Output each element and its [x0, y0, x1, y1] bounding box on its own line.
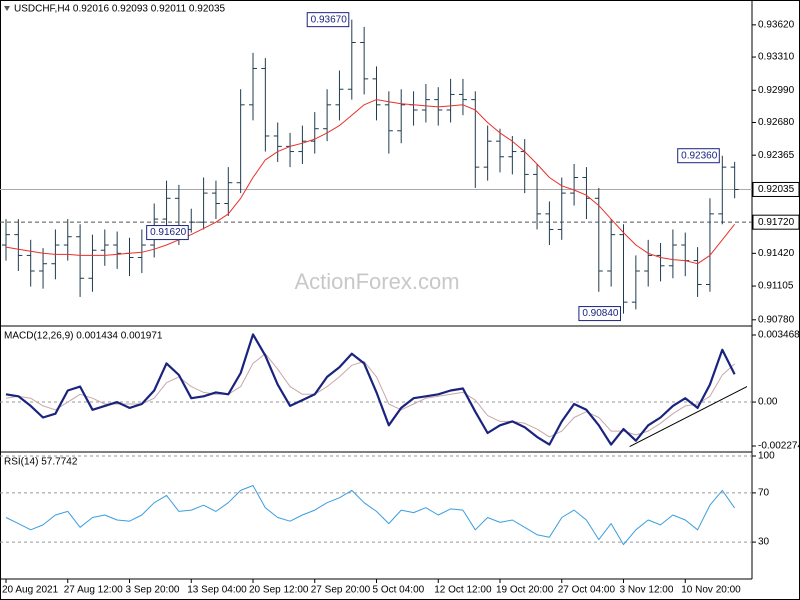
y-tick-label: 30 [758, 537, 770, 548]
annotation-box [306, 12, 350, 28]
series-line [5, 333, 736, 446]
trendline [629, 386, 748, 447]
x-tick-label: 13 Sep 04:00 [187, 585, 247, 596]
x-tick-label: 20 Sep 12:00 [249, 585, 309, 596]
y-tick-label: 0.92680 [758, 117, 795, 128]
annotation-label: 0.91620 [150, 227, 187, 238]
x-tick-label: 3 Sep 20:00 [126, 585, 180, 596]
series-line [5, 485, 736, 546]
y-tick-label: 70 [758, 488, 770, 499]
series-line [5, 353, 735, 438]
x-tick-label: 27 Sep 20:00 [311, 585, 371, 596]
x-tick-label: 12 Oct 12:00 [434, 585, 492, 596]
y-tick-label: 100 [758, 451, 775, 462]
x-tick-label: 3 Nov 12:00 [620, 585, 674, 596]
watermark: ActionForex.com [294, 269, 459, 294]
x-tick-label: 20 Aug 2021 [2, 585, 59, 596]
y-tick-label: 0.00 [758, 397, 778, 408]
y-tick-label: 0.003468 [758, 330, 800, 341]
price-label-box [752, 214, 800, 230]
y-tick-label: 0.93620 [758, 19, 795, 30]
y-tick-label: -0.002274 [758, 441, 800, 452]
y-tick-label: 0.93310 [758, 52, 795, 63]
x-tick-label: 27 Aug 12:00 [64, 585, 123, 596]
y-tick-label: 0.91105 [758, 281, 794, 292]
price-label: 0.92035 [758, 184, 795, 195]
annotation-label: 0.90840 [582, 308, 619, 319]
annotation-box [578, 306, 621, 322]
panel-title: RSI(14) 57.7742 [4, 457, 78, 468]
annotation-label: 0.93670 [311, 14, 348, 25]
annotation-label: 0.92360 [681, 150, 718, 161]
y-tick-label: 0.90780 [758, 314, 795, 325]
y-tick-label: 0.92990 [758, 85, 795, 96]
menu-icon [4, 6, 10, 11]
series-line [5, 99, 735, 265]
y-tick-label: 0.91420 [758, 248, 795, 259]
x-tick-label: 10 Nov 20:00 [681, 585, 741, 596]
panel-title: MACD(12,26,9) 0.001434 0.001971 [4, 331, 163, 342]
y-tick-label: 0.92365 [758, 150, 795, 161]
panel-title: USDCHF,H4 0.92016 0.92093 0.92011 0.9203… [14, 4, 226, 15]
price-label-box [752, 181, 800, 197]
x-tick-label: 19 Oct 20:00 [496, 585, 554, 596]
annotation-box [146, 225, 189, 241]
annotation-box [677, 148, 720, 164]
x-tick-label: 27 Oct 04:00 [558, 585, 616, 596]
x-tick-label: 5 Oct 04:00 [373, 585, 425, 596]
price-label: 0.91720 [758, 217, 795, 228]
